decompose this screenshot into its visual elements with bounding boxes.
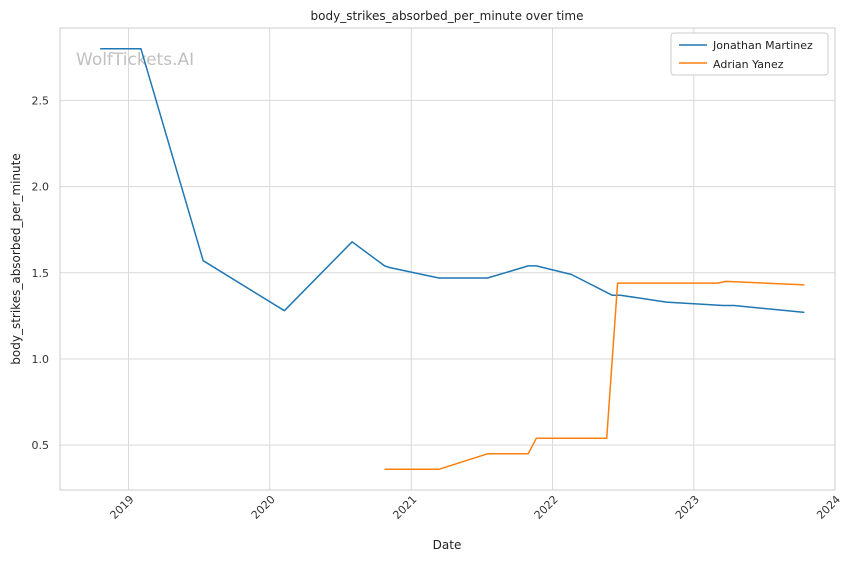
series-line-adrian-yanez (384, 280, 805, 471)
plot-frame (59, 27, 836, 491)
legend-label-jonathan-martinez: Jonathan Martinez (712, 39, 813, 52)
grid-layer (60, 28, 836, 490)
legend: Jonathan Martinez Adrian Yanez (670, 32, 829, 76)
series-layer (100, 47, 805, 471)
x-axis-title: Date (433, 538, 462, 552)
watermark: WolfTickets.AI (76, 50, 194, 70)
y-tick-label: 1.5 (32, 267, 50, 280)
y-tick-label: 1.0 (32, 353, 50, 366)
legend-label-adrian-yanez: Adrian Yanez (713, 58, 784, 71)
y-axis-title: body_strikes_absorbed_per_minute (9, 153, 23, 364)
legend-box (670, 32, 829, 76)
y-tick-label: 2.0 (32, 181, 50, 194)
chart-title: body_strikes_absorbed_per_minute over ti… (311, 9, 584, 23)
series-line-jonathan-martinez (100, 47, 805, 314)
y-tick-label: 2.5 (32, 94, 50, 107)
y-tick-label: 0.5 (32, 439, 50, 452)
